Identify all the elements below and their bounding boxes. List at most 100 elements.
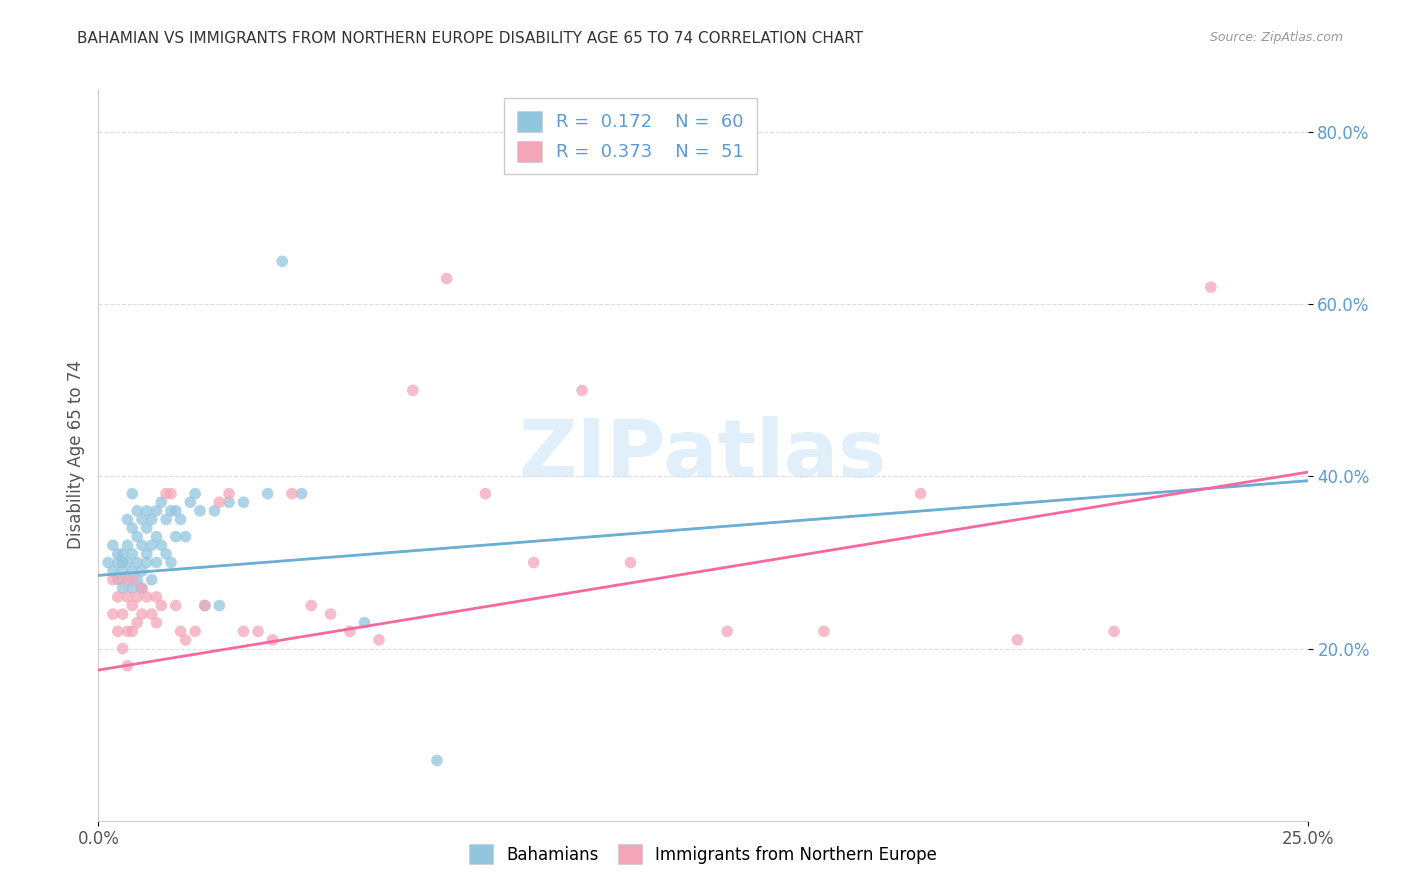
Point bbox=[111, 582, 134, 596]
Point bbox=[145, 530, 167, 544]
Point bbox=[150, 495, 173, 509]
Point bbox=[131, 538, 153, 552]
Point bbox=[1102, 624, 1125, 639]
Point bbox=[150, 538, 173, 552]
Point bbox=[474, 486, 496, 500]
Point bbox=[117, 590, 139, 604]
Point bbox=[436, 271, 458, 285]
Point bbox=[111, 556, 134, 570]
Point bbox=[169, 512, 191, 526]
Point bbox=[127, 590, 149, 604]
Point bbox=[121, 599, 143, 613]
Point bbox=[127, 504, 149, 518]
Point bbox=[716, 624, 738, 639]
Point bbox=[101, 607, 124, 621]
Point bbox=[101, 564, 124, 578]
Point bbox=[160, 504, 183, 518]
Text: BAHAMIAN VS IMMIGRANTS FROM NORTHERN EUROPE DISABILITY AGE 65 TO 74 CORRELATION : BAHAMIAN VS IMMIGRANTS FROM NORTHERN EUR… bbox=[77, 31, 863, 46]
Point bbox=[121, 573, 143, 587]
Point bbox=[141, 607, 163, 621]
Point bbox=[107, 590, 129, 604]
Point bbox=[131, 582, 153, 596]
Point bbox=[131, 512, 153, 526]
Point bbox=[111, 641, 134, 656]
Point bbox=[111, 547, 134, 561]
Point bbox=[281, 486, 304, 500]
Point bbox=[107, 573, 129, 587]
Y-axis label: Disability Age 65 to 74: Disability Age 65 to 74 bbox=[66, 360, 84, 549]
Point bbox=[121, 564, 143, 578]
Point bbox=[523, 556, 546, 570]
Point bbox=[194, 599, 217, 613]
Point bbox=[135, 590, 157, 604]
Point bbox=[111, 607, 134, 621]
Point bbox=[135, 547, 157, 561]
Point bbox=[107, 547, 129, 561]
Point bbox=[299, 599, 322, 613]
Point bbox=[150, 599, 173, 613]
Point bbox=[107, 624, 129, 639]
Point bbox=[127, 556, 149, 570]
Point bbox=[179, 495, 201, 509]
Point bbox=[141, 512, 163, 526]
Point bbox=[107, 556, 129, 570]
Point bbox=[194, 599, 217, 613]
Point bbox=[319, 607, 342, 621]
Point bbox=[141, 573, 163, 587]
Point bbox=[813, 624, 835, 639]
Text: Source: ZipAtlas.com: Source: ZipAtlas.com bbox=[1209, 31, 1343, 45]
Point bbox=[218, 495, 240, 509]
Point bbox=[174, 632, 197, 647]
Point bbox=[208, 599, 231, 613]
Point bbox=[135, 556, 157, 570]
Point bbox=[97, 556, 120, 570]
Point bbox=[117, 658, 139, 673]
Point bbox=[121, 624, 143, 639]
Point bbox=[127, 530, 149, 544]
Point bbox=[571, 384, 593, 398]
Point bbox=[111, 573, 134, 587]
Point bbox=[247, 624, 270, 639]
Point bbox=[188, 504, 211, 518]
Legend: Bahamians, Immigrants from Northern Europe: Bahamians, Immigrants from Northern Euro… bbox=[463, 838, 943, 871]
Point bbox=[169, 624, 191, 639]
Point bbox=[117, 512, 139, 526]
Point bbox=[619, 556, 641, 570]
Point bbox=[127, 615, 149, 630]
Point bbox=[135, 504, 157, 518]
Point bbox=[145, 556, 167, 570]
Point bbox=[232, 495, 254, 509]
Point bbox=[117, 624, 139, 639]
Point bbox=[111, 564, 134, 578]
Point bbox=[141, 538, 163, 552]
Point bbox=[165, 504, 187, 518]
Point bbox=[910, 486, 932, 500]
Legend: R =  0.172    N =  60, R =  0.373    N =  51: R = 0.172 N = 60, R = 0.373 N = 51 bbox=[503, 98, 756, 174]
Point bbox=[145, 504, 167, 518]
Point bbox=[402, 384, 425, 398]
Point bbox=[155, 547, 177, 561]
Point bbox=[121, 521, 143, 535]
Point bbox=[262, 632, 284, 647]
Point bbox=[232, 624, 254, 639]
Text: ZIPatlas: ZIPatlas bbox=[519, 416, 887, 494]
Point bbox=[121, 486, 143, 500]
Point bbox=[184, 486, 207, 500]
Point bbox=[101, 573, 124, 587]
Point bbox=[131, 582, 153, 596]
Point bbox=[204, 504, 226, 518]
Point bbox=[131, 564, 153, 578]
Point bbox=[145, 590, 167, 604]
Point bbox=[117, 538, 139, 552]
Point bbox=[218, 486, 240, 500]
Point bbox=[127, 573, 149, 587]
Point bbox=[101, 538, 124, 552]
Point bbox=[174, 530, 197, 544]
Point bbox=[160, 556, 183, 570]
Point bbox=[426, 753, 449, 767]
Point bbox=[165, 599, 187, 613]
Point bbox=[165, 530, 187, 544]
Point bbox=[1199, 280, 1222, 294]
Point bbox=[121, 547, 143, 561]
Point bbox=[155, 512, 177, 526]
